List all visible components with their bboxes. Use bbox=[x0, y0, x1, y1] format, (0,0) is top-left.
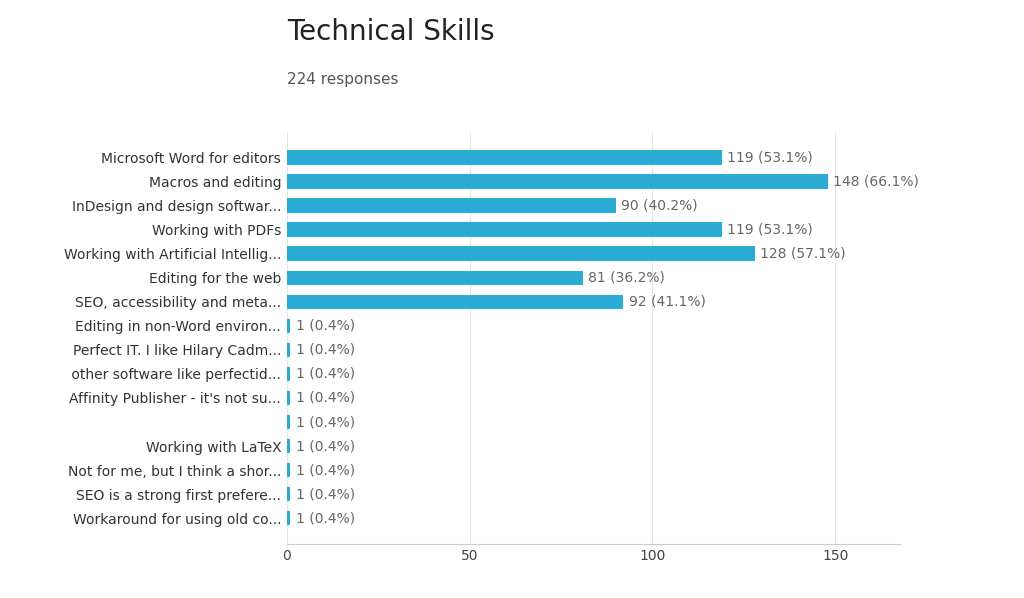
Text: 148 (66.1%): 148 (66.1%) bbox=[834, 175, 920, 188]
Text: 119 (53.1%): 119 (53.1%) bbox=[727, 151, 813, 164]
Text: 1 (0.4%): 1 (0.4%) bbox=[296, 439, 355, 453]
Bar bbox=[287, 175, 828, 189]
Text: 1 (0.4%): 1 (0.4%) bbox=[296, 415, 355, 429]
Bar bbox=[287, 150, 722, 164]
Bar bbox=[287, 415, 291, 429]
Text: 1 (0.4%): 1 (0.4%) bbox=[296, 343, 355, 357]
Bar bbox=[287, 511, 291, 526]
Text: 224 responses: 224 responses bbox=[287, 72, 398, 87]
Bar bbox=[287, 222, 722, 237]
Text: 90 (40.2%): 90 (40.2%) bbox=[622, 199, 698, 213]
Bar bbox=[287, 390, 291, 405]
Bar bbox=[287, 246, 755, 261]
Bar bbox=[287, 295, 624, 309]
Text: 1 (0.4%): 1 (0.4%) bbox=[296, 391, 355, 405]
Text: 119 (53.1%): 119 (53.1%) bbox=[727, 222, 813, 237]
Bar bbox=[287, 439, 291, 453]
Bar bbox=[287, 367, 291, 381]
Bar bbox=[287, 487, 291, 501]
Bar bbox=[287, 270, 583, 285]
Text: 92 (41.1%): 92 (41.1%) bbox=[629, 295, 706, 309]
Text: 1 (0.4%): 1 (0.4%) bbox=[296, 463, 355, 477]
Text: 1 (0.4%): 1 (0.4%) bbox=[296, 367, 355, 381]
Text: 1 (0.4%): 1 (0.4%) bbox=[296, 487, 355, 501]
Text: 1 (0.4%): 1 (0.4%) bbox=[296, 511, 355, 525]
Bar bbox=[287, 199, 615, 213]
Text: 81 (36.2%): 81 (36.2%) bbox=[589, 271, 666, 285]
Text: 128 (57.1%): 128 (57.1%) bbox=[760, 247, 846, 261]
Text: 1 (0.4%): 1 (0.4%) bbox=[296, 319, 355, 333]
Bar bbox=[287, 319, 291, 333]
Text: Technical Skills: Technical Skills bbox=[287, 18, 495, 46]
Bar bbox=[287, 463, 291, 477]
Bar bbox=[287, 343, 291, 357]
